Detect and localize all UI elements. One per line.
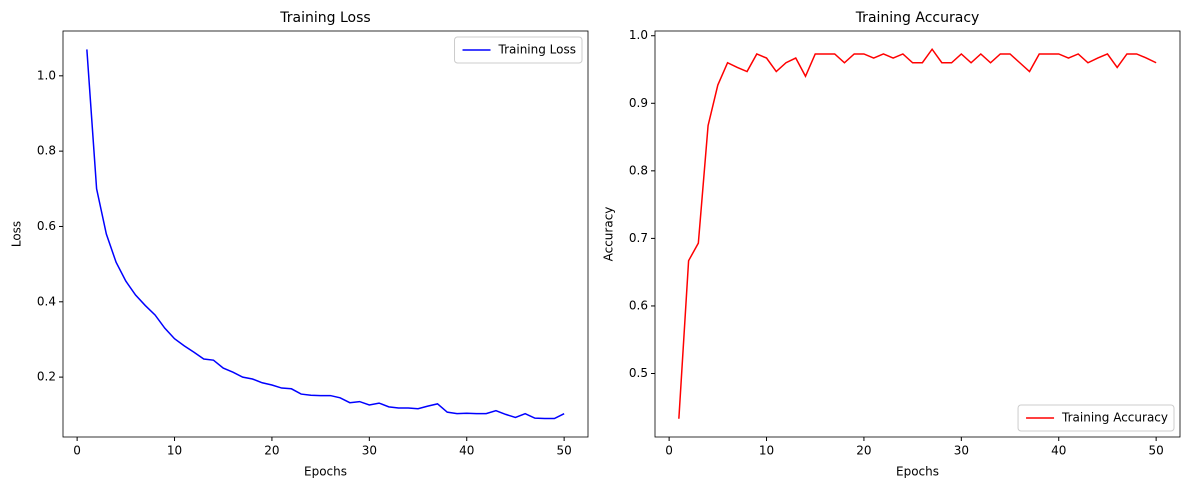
y-axis-label: Accuracy [602, 207, 616, 262]
x-tick-label: 20 [856, 444, 871, 458]
x-tick-label: 50 [1148, 444, 1163, 458]
legend-label: Training Accuracy [1061, 411, 1168, 425]
chart-title: Training Loss [279, 10, 370, 26]
chart-title: Training Accuracy [855, 10, 980, 26]
x-tick-label: 10 [167, 444, 182, 458]
x-axis-label: Epochs [896, 465, 939, 479]
x-tick-label: 0 [665, 444, 673, 458]
x-tick-label: 10 [759, 444, 774, 458]
plot-frame [654, 30, 1181, 438]
x-tick-label: 20 [264, 444, 279, 458]
y-tick-label: 0.9 [629, 96, 648, 110]
y-tick-label: 0.5 [629, 366, 648, 380]
y-axis-label: Loss [10, 221, 24, 247]
y-tick-label: 0.8 [629, 163, 648, 177]
x-tick-label: 30 [362, 444, 377, 458]
x-axis-label: Epochs [304, 465, 347, 479]
y-tick-label: 0.7 [629, 231, 648, 245]
data-line [678, 47, 1157, 419]
y-tick-label: 0.6 [37, 219, 56, 233]
y-tick-label: 1.0 [629, 28, 648, 42]
x-tick-label: 30 [954, 444, 969, 458]
y-tick-label: 0.2 [37, 370, 56, 384]
legend-box [1017, 404, 1175, 432]
x-tick-label: 50 [556, 444, 571, 458]
y-tick-label: 1.0 [37, 68, 56, 82]
y-tick-label: 0.4 [37, 294, 56, 308]
y-tick-label: 0.6 [629, 298, 648, 312]
y-tick-label: 0.8 [37, 144, 56, 158]
x-tick-label: 40 [459, 444, 474, 458]
x-tick-label: 40 [1051, 444, 1066, 458]
data-line [86, 49, 565, 420]
x-tick-label: 0 [73, 444, 81, 458]
legend-label: Training Loss [498, 43, 576, 57]
legend-box [454, 36, 583, 64]
plot-frame [62, 30, 589, 438]
